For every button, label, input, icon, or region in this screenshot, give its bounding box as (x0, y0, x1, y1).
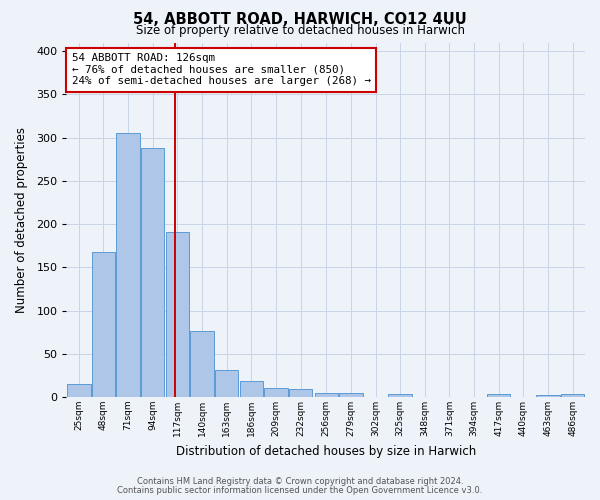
Bar (92, 252, 115, 397)
Text: Contains HM Land Registry data © Crown copyright and database right 2024.: Contains HM Land Registry data © Crown c… (137, 478, 463, 486)
Bar (166, 232, 189, 397)
Y-axis label: Number of detached properties: Number of detached properties (15, 127, 28, 313)
Bar (190, 332, 214, 397)
Bar (388, 394, 412, 397)
Text: Size of property relative to detached houses in Harwich: Size of property relative to detached ho… (136, 24, 464, 37)
Bar (116, 134, 140, 397)
Bar (215, 370, 238, 397)
Bar (264, 388, 287, 397)
Bar (239, 380, 263, 397)
Bar (536, 396, 560, 397)
Bar (289, 389, 312, 397)
Bar (487, 394, 511, 397)
Text: 54, ABBOTT ROAD, HARWICH, CO12 4UU: 54, ABBOTT ROAD, HARWICH, CO12 4UU (133, 12, 467, 28)
Bar (339, 392, 362, 397)
Text: 54 ABBOTT ROAD: 126sqm
← 76% of detached houses are smaller (850)
24% of semi-de: 54 ABBOTT ROAD: 126sqm ← 76% of detached… (71, 53, 371, 86)
Bar (67, 384, 91, 397)
Bar (314, 392, 338, 397)
Bar (141, 148, 164, 397)
Text: Contains public sector information licensed under the Open Government Licence v3: Contains public sector information licen… (118, 486, 482, 495)
Bar (561, 394, 584, 397)
X-axis label: Distribution of detached houses by size in Harwich: Distribution of detached houses by size … (176, 444, 476, 458)
